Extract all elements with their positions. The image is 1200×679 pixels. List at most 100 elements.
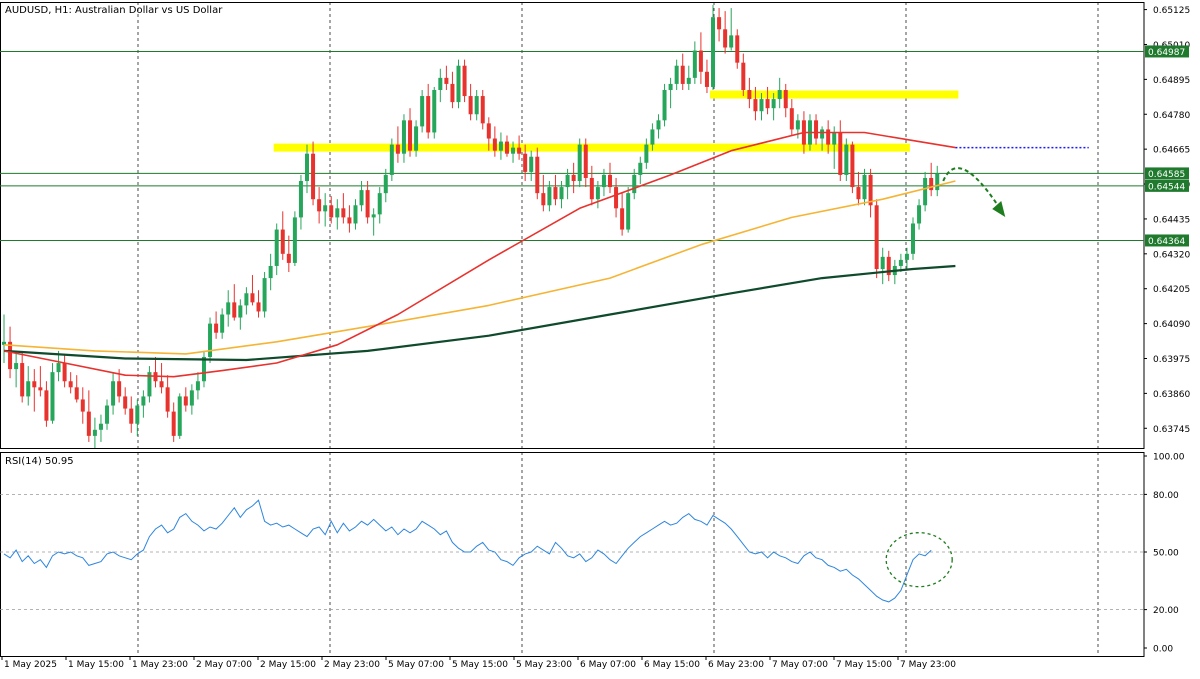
candle-body bbox=[462, 65, 467, 97]
candle-body bbox=[123, 396, 128, 409]
candle-body bbox=[589, 177, 594, 200]
price-tick-label: 0.65125 bbox=[1153, 6, 1190, 16]
candle-body bbox=[208, 323, 213, 357]
candle-body bbox=[456, 65, 461, 103]
candle-body bbox=[717, 17, 722, 30]
horizontal-levels bbox=[0, 50, 1144, 241]
time-tick-label: 6 May 07:00 bbox=[580, 660, 636, 670]
candle-body bbox=[74, 387, 79, 400]
candle-body bbox=[341, 208, 346, 218]
time-tick-label: 1 May 23:00 bbox=[132, 660, 188, 670]
candle-body bbox=[662, 89, 667, 121]
candle-body bbox=[935, 173, 940, 191]
candle-body bbox=[286, 253, 291, 263]
candle-body bbox=[408, 120, 413, 151]
candle-body bbox=[135, 405, 140, 424]
rsi-tick-label: 80.00 bbox=[1153, 491, 1179, 501]
candle-body bbox=[917, 205, 922, 224]
candle-body bbox=[147, 372, 152, 397]
candle-body bbox=[826, 129, 831, 145]
candle-body bbox=[2, 341, 6, 345]
candle-body bbox=[874, 205, 879, 269]
candle-body bbox=[571, 174, 576, 182]
candle-body bbox=[214, 323, 219, 333]
rsi-tick-label: 20.00 bbox=[1153, 606, 1179, 616]
price-tick-label: 0.64435 bbox=[1153, 215, 1190, 225]
price-tick-label: 0.64205 bbox=[1153, 285, 1190, 295]
candle-body bbox=[729, 35, 734, 48]
level-price-badge bbox=[1145, 234, 1189, 247]
highlight-zone bbox=[710, 90, 959, 99]
candle-body bbox=[44, 390, 49, 421]
candle-body bbox=[535, 156, 540, 194]
candle-body bbox=[686, 77, 691, 84]
candle-body bbox=[292, 217, 297, 263]
candle-body bbox=[547, 187, 552, 206]
candle-body bbox=[583, 144, 588, 178]
candle-body bbox=[111, 381, 116, 406]
candle-body bbox=[86, 411, 91, 436]
candle-body bbox=[444, 77, 449, 84]
candle-body bbox=[165, 387, 170, 412]
candles-layer bbox=[2, 5, 940, 448]
candle-body bbox=[62, 363, 67, 382]
candle-body bbox=[814, 120, 819, 139]
candle-body bbox=[244, 293, 249, 306]
candle-body bbox=[741, 62, 746, 90]
candle-body bbox=[559, 187, 564, 200]
time-tick-label: 5 May 07:00 bbox=[388, 660, 444, 670]
candle-body bbox=[311, 153, 316, 200]
candle-body bbox=[911, 223, 915, 254]
candle-body bbox=[632, 174, 637, 194]
candle-body bbox=[98, 423, 103, 430]
moving-averages-layer bbox=[3, 131, 956, 378]
candle-body bbox=[262, 278, 267, 312]
forecast-arrow-path bbox=[942, 167, 1000, 207]
time-tick-label: 1 May 2025 bbox=[4, 660, 57, 670]
highlight-zone bbox=[273, 143, 910, 152]
level-price-label: 0.64987 bbox=[1148, 48, 1185, 58]
candle-body bbox=[511, 147, 516, 154]
candle-body bbox=[335, 208, 340, 218]
candle-body bbox=[644, 144, 649, 163]
candle-body bbox=[389, 144, 394, 175]
candle-body bbox=[862, 174, 867, 200]
candle-body bbox=[347, 217, 352, 224]
candle-body bbox=[371, 214, 376, 218]
candle-body bbox=[735, 35, 740, 63]
candle-body bbox=[129, 408, 134, 424]
candle-body bbox=[886, 256, 891, 276]
candle-body bbox=[795, 120, 800, 130]
candle-body bbox=[68, 381, 73, 388]
candle-body bbox=[856, 187, 861, 200]
candle-body bbox=[238, 305, 243, 318]
candle-body bbox=[329, 205, 334, 218]
candle-body bbox=[674, 65, 679, 84]
candle-body bbox=[480, 96, 485, 124]
candle-body bbox=[426, 96, 431, 133]
candle-body bbox=[850, 144, 855, 188]
candle-body bbox=[32, 381, 37, 388]
candle-body bbox=[395, 144, 400, 154]
candle-body bbox=[432, 89, 437, 133]
time-tick-label: 5 May 23:00 bbox=[516, 660, 572, 670]
candle-body bbox=[620, 208, 625, 230]
candle-body bbox=[608, 174, 612, 188]
candle-body bbox=[898, 259, 903, 266]
candle-body bbox=[680, 65, 685, 84]
candle-body bbox=[832, 132, 837, 145]
candle-body bbox=[929, 177, 934, 191]
candle-body bbox=[880, 256, 885, 269]
candle-body bbox=[838, 132, 843, 175]
candle-body bbox=[868, 174, 873, 206]
candle-body bbox=[201, 356, 206, 382]
time-tick-label: 6 May 15:00 bbox=[644, 660, 700, 670]
candle-body bbox=[753, 99, 758, 112]
candle-body bbox=[298, 181, 303, 218]
candle-body bbox=[365, 190, 370, 218]
candle-body bbox=[8, 341, 13, 370]
level-price-badge bbox=[1145, 179, 1189, 192]
time-tick-label: 1 May 15:00 bbox=[68, 660, 124, 670]
